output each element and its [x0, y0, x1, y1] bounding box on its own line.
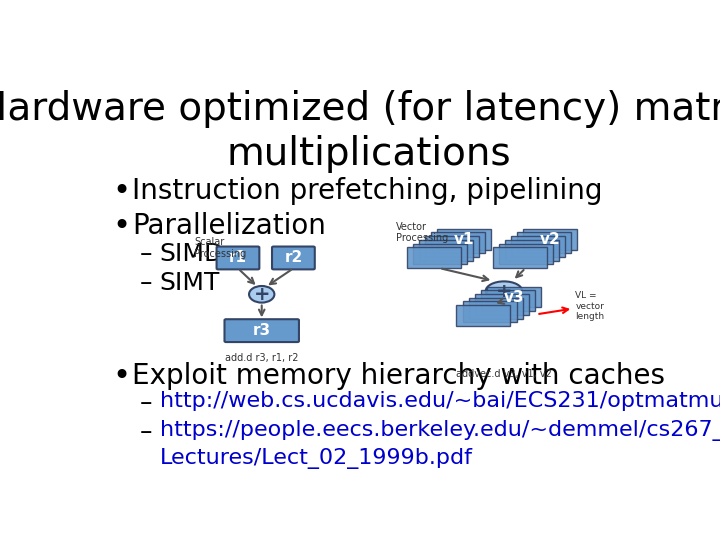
FancyBboxPatch shape — [518, 232, 572, 253]
Text: v1: v1 — [454, 232, 474, 247]
Text: Lectures/Lect_02_1999b.pdf: Lectures/Lect_02_1999b.pdf — [160, 448, 473, 469]
FancyBboxPatch shape — [462, 301, 516, 322]
FancyBboxPatch shape — [511, 236, 565, 257]
Circle shape — [249, 286, 274, 302]
FancyBboxPatch shape — [413, 244, 467, 265]
Text: add.d r3, r1, r2: add.d r3, r1, r2 — [225, 354, 299, 363]
FancyBboxPatch shape — [487, 287, 541, 307]
Text: r3: r3 — [253, 323, 271, 338]
FancyBboxPatch shape — [431, 232, 485, 253]
FancyBboxPatch shape — [523, 229, 577, 249]
Text: VL =
vector
length: VL = vector length — [575, 292, 604, 321]
Text: v2: v2 — [540, 232, 561, 247]
FancyBboxPatch shape — [481, 291, 535, 311]
Text: Parallelization: Parallelization — [132, 212, 325, 240]
Text: Vector
Processing: Vector Processing — [396, 222, 449, 244]
Text: r1: r1 — [229, 251, 247, 266]
Text: SIMT: SIMT — [160, 271, 220, 295]
Text: Scalar
Processing: Scalar Processing — [194, 237, 247, 259]
Text: •: • — [112, 212, 130, 241]
Text: –: – — [140, 241, 153, 266]
Text: –: – — [140, 420, 153, 444]
Text: v3: v3 — [503, 289, 524, 305]
FancyBboxPatch shape — [474, 294, 528, 315]
Text: –: – — [140, 391, 153, 415]
FancyBboxPatch shape — [493, 247, 547, 268]
FancyBboxPatch shape — [456, 305, 510, 326]
Text: SIMD: SIMD — [160, 241, 224, 266]
Text: Exploit memory hierarchy with caches: Exploit memory hierarchy with caches — [132, 362, 665, 390]
FancyBboxPatch shape — [419, 240, 473, 261]
Text: Hardware optimized (for latency) matrix: Hardware optimized (for latency) matrix — [0, 90, 720, 128]
Text: •: • — [112, 177, 130, 206]
Text: addvec.d v3, v1, v2: addvec.d v3, v1, v2 — [456, 369, 552, 379]
Text: •: • — [112, 362, 130, 391]
Text: +: + — [496, 282, 512, 301]
FancyBboxPatch shape — [505, 240, 559, 261]
FancyBboxPatch shape — [437, 229, 491, 249]
FancyBboxPatch shape — [217, 247, 259, 269]
Text: +: + — [253, 285, 270, 304]
Text: https://people.eecs.berkeley.edu/~demmel/cs267_Spr99/: https://people.eecs.berkeley.edu/~demmel… — [160, 420, 720, 441]
FancyBboxPatch shape — [225, 319, 299, 342]
Text: r2: r2 — [284, 251, 302, 266]
FancyBboxPatch shape — [272, 247, 315, 269]
Circle shape — [485, 281, 523, 301]
Text: multiplications: multiplications — [227, 136, 511, 173]
FancyBboxPatch shape — [407, 247, 461, 268]
FancyBboxPatch shape — [499, 244, 553, 265]
FancyBboxPatch shape — [469, 298, 523, 319]
Text: –: – — [140, 271, 153, 295]
Text: http://web.cs.ucdavis.edu/~bai/ECS231/optmatmul.pdf: http://web.cs.ucdavis.edu/~bai/ECS231/op… — [160, 391, 720, 411]
Text: Instruction prefetching, pipelining: Instruction prefetching, pipelining — [132, 177, 603, 205]
FancyBboxPatch shape — [425, 236, 479, 257]
